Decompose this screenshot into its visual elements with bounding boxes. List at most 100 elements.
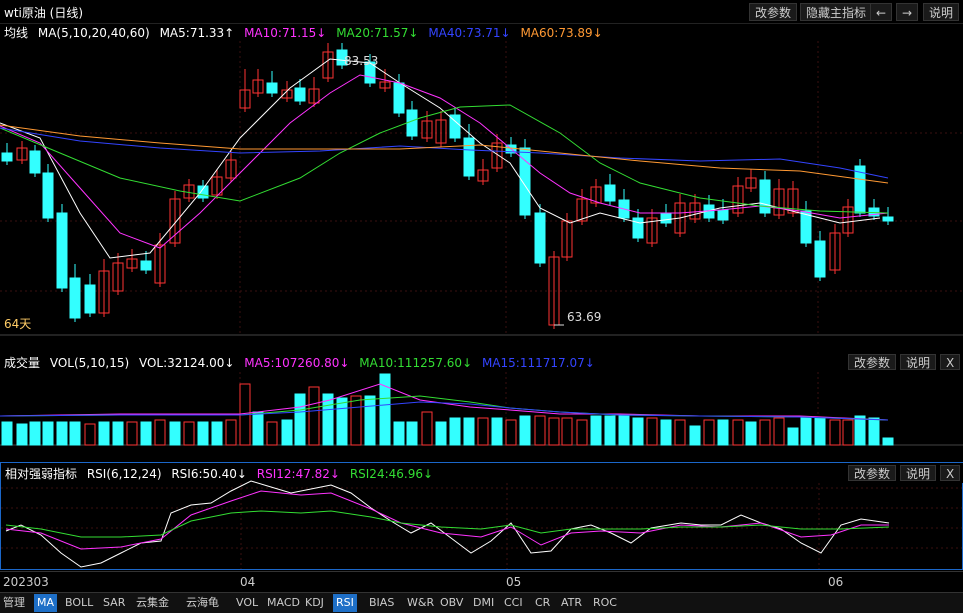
edit-params-button[interactable]: 改参数 <box>848 465 897 481</box>
tab-macd[interactable]: MACD <box>267 596 300 609</box>
tab-sar[interactable]: SAR <box>103 596 126 609</box>
legend-item: RSI24:46.96↓ <box>349 467 434 481</box>
candle-body <box>646 217 658 244</box>
volume-bar <box>350 395 362 446</box>
candle-body <box>534 212 546 264</box>
arrow-left-icon[interactable]: ← <box>870 3 893 21</box>
volume-bar <box>632 417 644 446</box>
tab-obv[interactable]: OBV <box>440 596 464 609</box>
tab-atr[interactable]: ATR <box>561 596 583 609</box>
candle-body <box>56 212 68 289</box>
candle-body <box>759 179 771 214</box>
volume-bar <box>561 417 573 446</box>
volume-bar <box>225 419 237 446</box>
tab-vol[interactable]: VOL <box>236 596 259 609</box>
volume-bar <box>618 415 630 446</box>
edit-params-button[interactable]: 改参数 <box>848 354 897 370</box>
edit-params-button[interactable]: 改参数 <box>749 3 798 21</box>
volume-bar <box>169 421 181 446</box>
tab-kdj[interactable]: KDJ <box>305 596 324 609</box>
help-button[interactable]: 说明 <box>900 354 937 370</box>
volume-bar <box>732 419 744 446</box>
candle-body <box>140 260 152 271</box>
candle-body <box>590 186 602 204</box>
ma-line <box>0 127 889 179</box>
volume-bar <box>364 395 376 446</box>
volume-bar <box>759 419 771 446</box>
tab-wr[interactable]: W&R <box>407 596 435 609</box>
tab-dmi[interactable]: DMI <box>473 596 495 609</box>
volume-bar <box>477 417 489 446</box>
chart-title: wti原油 (日线) <box>4 6 84 20</box>
legend-item: RSI6:50.40↓ <box>171 467 247 481</box>
date-label: 06 <box>828 575 844 589</box>
volume-bar <box>294 393 306 446</box>
ma-line <box>0 124 889 184</box>
volume-bar <box>266 421 278 446</box>
legend-item: 均线 <box>4 26 29 40</box>
volume-bar <box>534 415 546 446</box>
tab-cr[interactable]: CR <box>535 596 551 609</box>
candle-body <box>322 51 334 79</box>
candle-body <box>745 177 757 189</box>
tab-manage[interactable]: 管理 <box>3 596 25 609</box>
legend-item: VOL(5,10,15) <box>49 356 130 370</box>
tab-cci[interactable]: CCI <box>504 596 523 609</box>
close-icon[interactable]: X <box>940 465 961 481</box>
tab-boll[interactable]: BOLL <box>65 596 94 609</box>
volume-bar <box>505 419 517 446</box>
volume-bar <box>854 415 866 446</box>
candle-body <box>449 114 461 139</box>
hide-main-indicator-button[interactable]: 隐藏主指标 <box>800 3 873 21</box>
volume-bar <box>84 423 96 446</box>
volume-bar <box>745 421 757 446</box>
legend-item: MA60:73.89↓ <box>520 26 603 40</box>
tab-roc[interactable]: ROC <box>593 596 617 609</box>
volume-bar <box>674 419 686 446</box>
arrow-right-icon[interactable]: → <box>896 3 919 21</box>
candle-body <box>604 184 616 202</box>
volume-bar <box>406 421 418 446</box>
candle-body <box>829 232 841 271</box>
volume-bar <box>16 423 28 446</box>
volume-bar <box>252 411 264 446</box>
volume-bar <box>548 417 560 446</box>
volume-bar <box>322 393 334 446</box>
tab-yunjijin[interactable]: 云集金 <box>136 596 169 609</box>
candlestick-chart[interactable]: 63.69 83.53 64天 <box>0 23 963 336</box>
tab-bias[interactable]: BIAS <box>369 596 395 609</box>
volume-bar <box>1 421 13 446</box>
candle-body <box>169 198 181 244</box>
candle-body <box>660 212 672 224</box>
legend-item: MA(5,10,20,40,60) <box>37 26 150 40</box>
rsi-legend: 相对强弱指标 RSI(6,12,24) RSI6:50.40↓ RSI12:47… <box>5 465 439 482</box>
tab-yunhaigui[interactable]: 云海龟 <box>186 596 219 609</box>
candle-body <box>126 258 138 269</box>
ma-line <box>0 104 889 214</box>
volume-bar <box>576 419 588 446</box>
candle-body <box>787 188 799 214</box>
high-price-label: 83.53 <box>344 54 378 68</box>
candle-body <box>239 89 251 109</box>
candle-body <box>281 89 293 99</box>
tab-ma[interactable]: MA <box>34 594 58 612</box>
candle-body <box>364 61 376 84</box>
volume-chart[interactable] <box>0 352 963 447</box>
candle-body <box>773 188 785 216</box>
legend-item: MA40:73.71↓ <box>428 26 511 40</box>
candle-body <box>197 185 209 199</box>
close-icon[interactable]: X <box>940 354 961 370</box>
tab-rsi[interactable]: RSI <box>333 594 357 612</box>
volume-legend: 成交量 VOL(5,10,15) VOL:32124.00↓ MA5:10726… <box>4 354 601 371</box>
legend-item: MA5:107260.80↓ <box>244 356 350 370</box>
volume-bar <box>882 437 894 446</box>
legend-item: MA5:71.33↑ <box>159 26 235 40</box>
volume-bar <box>703 419 715 446</box>
help-button[interactable]: 说明 <box>900 465 937 481</box>
help-button[interactable]: 说明 <box>923 3 960 21</box>
date-label: 05 <box>506 575 522 589</box>
volume-bar <box>519 415 531 446</box>
low-price-label: 63.69 <box>567 310 601 324</box>
volume-bar <box>868 417 880 446</box>
rsi-chart[interactable] <box>1 463 962 569</box>
